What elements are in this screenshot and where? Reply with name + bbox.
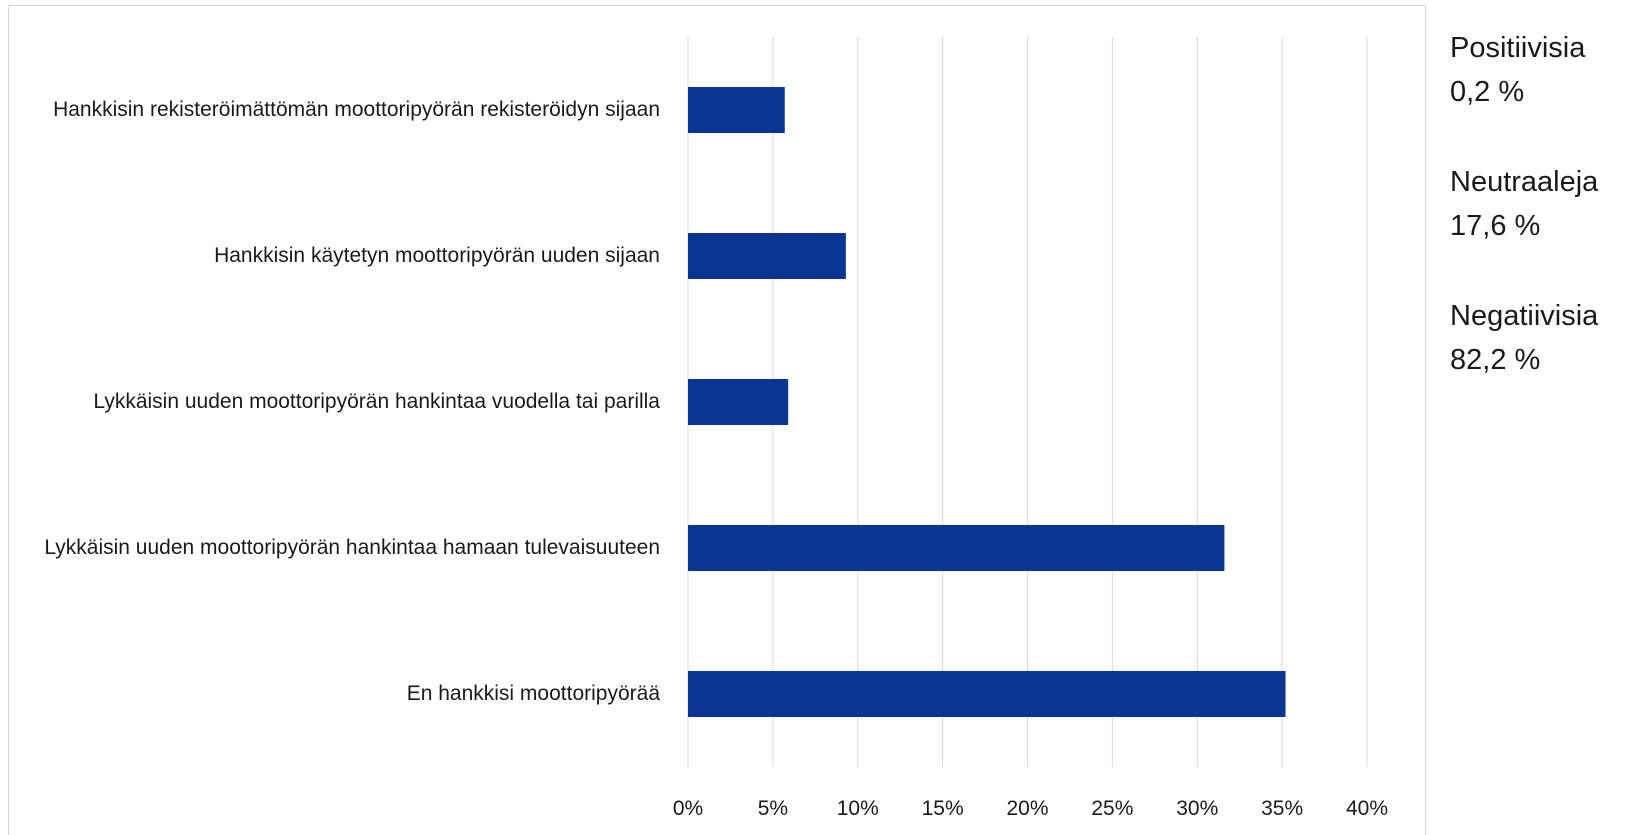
category-label: Lykkäisin uuden moottoripyörän hankintaa… <box>44 536 660 559</box>
annotation-value: 17,6 % <box>1450 210 1541 242</box>
bar <box>688 87 785 133</box>
x-tick-label: 20% <box>1006 797 1048 820</box>
x-tick-label: 15% <box>922 797 964 820</box>
x-tick-label: 0% <box>673 797 703 820</box>
category-label: En hankkisi moottoripyörää <box>406 682 660 705</box>
x-tick-label: 10% <box>837 797 879 820</box>
category-label: Hankkisin rekisteröimättömän moottoripyö… <box>53 98 660 121</box>
bar <box>688 233 846 279</box>
x-tick-label: 30% <box>1176 797 1218 820</box>
annotation-label: Neutraaleja <box>1450 166 1599 198</box>
annotation-value: 0,2 % <box>1450 76 1525 108</box>
bar <box>688 379 789 425</box>
bar <box>688 671 1286 717</box>
x-tick-label: 40% <box>1346 797 1388 820</box>
category-label: Lykkäisin uuden moottoripyörän hankintaa… <box>93 390 660 413</box>
annotation-label: Positiivisia <box>1450 32 1586 64</box>
annotation-label: Negatiivisia <box>1450 300 1599 332</box>
x-tick-label: 35% <box>1261 797 1303 820</box>
bar <box>688 525 1225 571</box>
category-label: Hankkisin käytetyn moottoripyörän uuden … <box>214 244 660 267</box>
x-tick-label: 5% <box>758 797 788 820</box>
x-tick-label: 25% <box>1091 797 1133 820</box>
annotation-value: 82,2 % <box>1450 344 1541 376</box>
chart-border <box>8 5 1426 835</box>
